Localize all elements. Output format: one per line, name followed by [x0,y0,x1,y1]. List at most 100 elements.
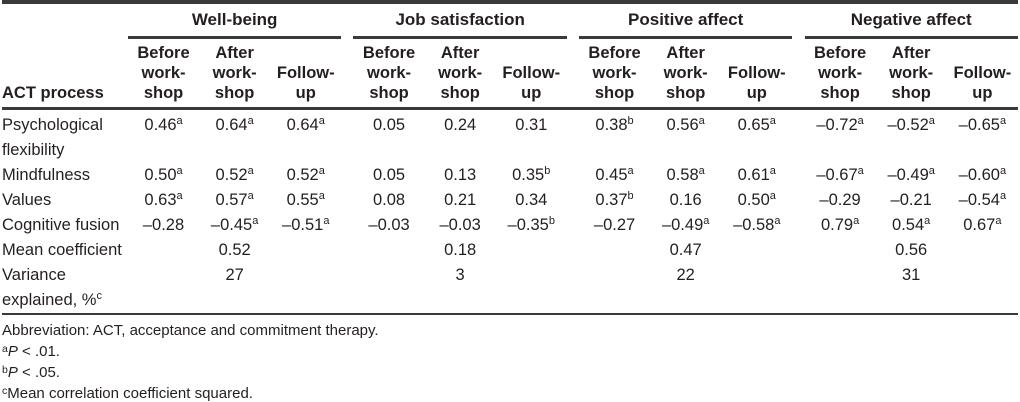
value-cell: 0.67a [963,215,1002,235]
value-cell: –0.72a [816,115,864,135]
value-cell: 0.47 [669,241,702,259]
footnote-line: cMean correlation coefficient squared. [2,385,253,402]
group-header-empty [2,0,128,38]
value-cell: –0.60a [958,165,1007,185]
row-label: Mindfulness [2,166,91,184]
column-spacer [567,238,579,263]
group-spacer [341,0,354,38]
column-spacer [792,188,804,213]
value-cell: 0.57a [215,190,254,210]
value-cell: 0.05 [372,116,406,134]
value-cell [495,263,567,315]
column-spacer [792,109,804,164]
table-row: Variance explained, %c 27 3 22 31 [2,263,1018,315]
value-cell [947,238,1018,263]
column-spacer [567,188,579,213]
subheader-before-workshop: Before work- shop [804,37,876,110]
value-cell: 0.54a [892,215,931,235]
value-cell: 0.52 [218,241,251,259]
group-header-positive-affect: Positive affect [579,0,793,39]
value-cell: 0.52a [286,165,325,185]
subheader-after-workshop: After work- shop [199,37,271,110]
row-label: Mean coefficient [2,241,122,259]
value-cell [270,263,342,315]
value-cell: 0.08 [372,191,406,209]
value-cell [946,263,1018,315]
subheader-before-workshop: Before work- shop [579,37,651,110]
value-cell: –0.45a [210,215,259,235]
column-spacer [567,163,579,188]
value-cell: 0.50a [144,165,183,185]
group-spacer [792,0,805,38]
value-cell: –0.27 [593,216,636,234]
footnotes: Abbreviation: ACT, acceptance and commit… [2,320,1018,402]
subheader-follow-up: Follow- up [495,37,567,110]
value-cell [804,263,876,315]
value-cell: 0.65a [737,115,776,135]
value-cell: 0.21 [444,191,477,209]
value-cell: 0.37b [595,190,634,210]
subheader-follow-up: Follow- up [270,37,342,110]
value-cell [579,263,651,315]
value-cell: –0.65a [958,115,1007,135]
column-spacer [341,238,353,263]
subheader-spacer [566,37,579,110]
value-cell: –0.54a [958,190,1007,210]
column-spacer [792,213,804,238]
column-spacer [341,188,353,213]
value-cell: 22 [650,263,722,315]
value-cell: 0.55a [286,190,325,210]
value-cell: 0.52a [215,165,254,185]
value-cell: –0.49a [661,215,710,235]
value-cell [128,238,199,263]
value-cell: –0.58a [733,215,781,235]
column-spacer [566,263,579,315]
column-spacer [341,109,353,164]
group-header-job-satisfaction: Job satisfaction [353,0,567,39]
value-cell: 0.35b [512,165,551,185]
value-cell: 3 [424,263,496,315]
group-header-negative-affect: Negative affect [804,0,1018,39]
value-cell: –0.52a [887,115,935,135]
value-cell: –0.67a [816,165,864,185]
row-label: Psychological flexibility [2,116,103,159]
row-label: Cognitive fusion [2,216,120,234]
column-spacer [567,109,579,164]
value-cell: –0.28 [142,216,185,234]
value-cell: 0.46a [144,115,183,135]
subheader-follow-up: Follow- up [721,37,793,110]
value-cell: 0.79a [820,215,860,235]
value-cell [496,238,567,263]
value-cell [721,263,793,315]
value-cell: –0.29 [819,191,861,209]
footnote-line: aP < .01. [2,343,60,360]
table-row: Mindfulness 0.50a 0.52a 0.52a 0.05 0.13 0.35b 0… [2,163,1018,188]
value-cell: 0.50a [737,190,776,210]
table-row: Values 0.63a 0.57a 0.55a 0.08 0.21 0.34 0.37b 0.… [2,188,1018,213]
value-cell: –0.03 [368,216,410,234]
value-cell [270,238,341,263]
value-cell: 0.56 [895,241,928,259]
value-cell: –0.35b [507,215,555,235]
group-header-well-being: Well-being [127,0,342,39]
value-cell: 0.64a [286,115,325,135]
value-cell [579,238,650,263]
subheader-before-workshop: Before work- shop [127,37,200,110]
table-row: Mean coefficient 0.52 0.18 0.47 0.56 [2,238,1018,263]
value-cell: –0.51a [282,215,330,235]
value-cell: 0.31 [515,116,548,134]
value-cell: –0.21 [890,191,932,209]
subheader-row: ACT process Before work- shop After work… [2,37,1018,110]
value-cell: 0.58a [666,165,705,185]
value-cell: 0.13 [444,166,477,184]
subheader-after-workshop: After work- shop [875,37,947,110]
group-spacer [566,0,579,38]
value-cell: 0.45a [595,165,634,185]
value-cell: 27 [199,263,271,315]
column-spacer [792,238,804,263]
value-cell: 0.34 [515,191,548,209]
value-cell: 31 [875,263,947,315]
group-header-row: Well-being Job satisfaction Positive aff… [2,0,1018,39]
value-cell: 0.16 [669,191,702,209]
